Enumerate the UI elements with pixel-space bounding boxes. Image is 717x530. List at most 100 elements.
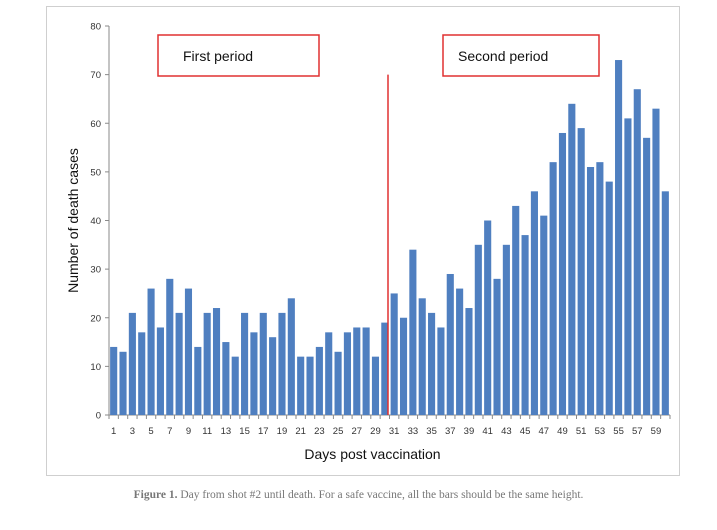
bar xyxy=(624,118,632,415)
bar xyxy=(558,132,567,415)
bar xyxy=(474,244,482,415)
period-box xyxy=(442,34,600,77)
bar xyxy=(259,312,267,415)
bar xyxy=(484,220,492,415)
bar xyxy=(465,308,473,415)
bar xyxy=(540,215,548,415)
bar xyxy=(456,288,464,415)
x-tick-label: 45 xyxy=(520,426,531,437)
x-tick-label: 41 xyxy=(482,426,493,437)
x-tick-label: 5 xyxy=(148,426,153,437)
bar xyxy=(502,244,510,415)
bar xyxy=(390,293,398,415)
bar xyxy=(568,103,576,416)
bar xyxy=(184,288,193,415)
x-axis-label: Days post vaccination xyxy=(304,446,440,462)
bar xyxy=(231,356,239,415)
x-tick-label: 43 xyxy=(501,426,512,437)
x-tick-label: 31 xyxy=(389,426,400,437)
bar xyxy=(586,167,595,415)
bar xyxy=(203,312,211,415)
bar xyxy=(353,327,361,415)
bar xyxy=(119,351,127,415)
x-tick-label: 51 xyxy=(576,426,587,437)
period-label: First period xyxy=(183,48,253,64)
annotations-group: First period Second period xyxy=(157,34,600,415)
bar xyxy=(250,332,258,415)
bar xyxy=(166,278,174,415)
bar xyxy=(315,346,323,415)
bar xyxy=(605,181,613,415)
x-tick-label: 55 xyxy=(613,426,624,437)
y-tick-label: 40 xyxy=(90,216,101,227)
y-tick-label: 50 xyxy=(90,167,101,178)
bar xyxy=(399,317,408,415)
x-tick-label: 21 xyxy=(295,426,306,437)
bar xyxy=(409,249,417,415)
bar xyxy=(343,332,351,415)
figure-caption: Figure 1. Day from shot #2 until death. … xyxy=(100,487,617,504)
x-tick-label: 53 xyxy=(595,426,606,437)
x-tick-label: 17 xyxy=(258,426,269,437)
x-tick-label: 3 xyxy=(130,426,135,437)
x-tick-label: 11 xyxy=(202,426,212,437)
figure-frame: 0 10 20 30 40 50 60 70 80 1 3 5 7 9 11 13 15 17 19 21 23 25 2… xyxy=(46,6,680,476)
y-tick-label: 80 xyxy=(90,22,101,33)
bar xyxy=(222,342,230,415)
bar xyxy=(512,205,520,415)
bar xyxy=(549,162,557,415)
bar xyxy=(212,308,221,415)
bar xyxy=(362,327,370,415)
bar xyxy=(147,288,155,415)
x-tick-label: 15 xyxy=(239,426,250,437)
bar xyxy=(194,346,202,415)
bar xyxy=(110,346,118,415)
bar xyxy=(428,312,436,415)
bars-group xyxy=(110,60,669,416)
bar xyxy=(530,191,538,415)
x-tick-label: 39 xyxy=(464,426,475,437)
bar xyxy=(287,298,295,415)
x-tick-label: 35 xyxy=(426,426,437,437)
bar xyxy=(615,60,623,415)
x-axis: 1 3 5 7 9 11 13 15 17 19 21 23 25 27 29 31 33 35 37 39 41 43 4… xyxy=(108,414,671,437)
x-tick-label: 1 xyxy=(111,426,116,437)
x-tick-label: 23 xyxy=(314,426,325,437)
x-tick-label: 29 xyxy=(370,426,381,437)
y-tick-label: 60 xyxy=(90,119,101,130)
y-tick-label: 0 xyxy=(96,411,101,422)
x-tick-label: 49 xyxy=(557,426,568,437)
bar xyxy=(297,356,305,415)
caption-text: Day from shot #2 until death. For a safe… xyxy=(180,489,584,501)
bar xyxy=(493,278,501,415)
bar xyxy=(521,235,529,415)
x-tick-label: 59 xyxy=(651,426,662,437)
bar xyxy=(138,332,146,415)
bar xyxy=(128,312,136,415)
y-tick-label: 70 xyxy=(90,70,101,81)
bar xyxy=(381,322,389,415)
bar xyxy=(437,327,445,415)
bar xyxy=(371,356,380,415)
y-tick-label: 30 xyxy=(90,265,101,276)
bar xyxy=(156,327,164,415)
x-tick-label: 19 xyxy=(277,426,288,437)
bar xyxy=(643,137,651,415)
bar xyxy=(241,312,249,415)
bar xyxy=(175,312,183,415)
bar xyxy=(633,89,641,416)
x-tick-label: 25 xyxy=(333,426,344,437)
bar xyxy=(278,312,286,415)
bar xyxy=(577,128,585,416)
bar xyxy=(334,351,342,415)
x-tick-label: 57 xyxy=(632,426,643,437)
bar xyxy=(325,332,333,415)
bar xyxy=(269,337,277,415)
bar xyxy=(596,162,604,415)
x-tick-label: 33 xyxy=(408,426,419,437)
period-label: Second period xyxy=(458,48,548,64)
bar xyxy=(661,191,669,415)
y-tick-label: 10 xyxy=(90,362,101,373)
y-axis-label: Number of death cases xyxy=(65,148,81,293)
